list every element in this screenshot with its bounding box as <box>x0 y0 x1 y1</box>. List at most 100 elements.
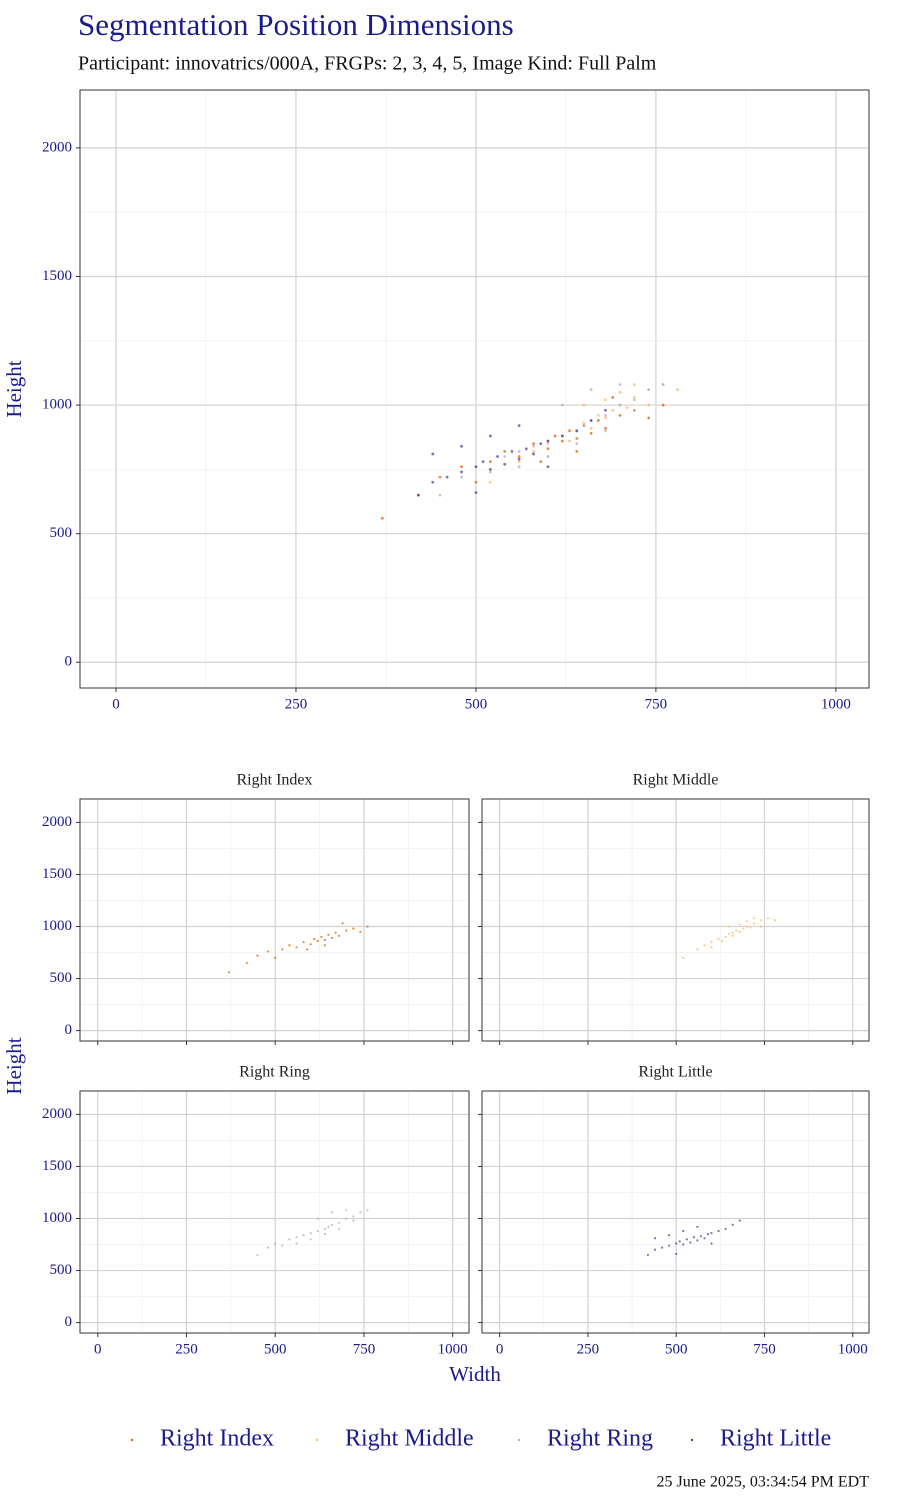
point <box>604 398 607 402</box>
y-tick-label: 2000 <box>42 139 72 155</box>
point <box>596 419 600 422</box>
point <box>316 939 319 943</box>
x-tick-label: 0 <box>112 696 120 712</box>
point <box>474 491 478 494</box>
point <box>503 455 507 458</box>
point <box>703 944 706 947</box>
x-axis-label: Width <box>449 1362 501 1386</box>
point <box>323 938 326 942</box>
point <box>445 475 449 479</box>
point <box>352 927 355 930</box>
panel-border <box>79 798 470 1042</box>
x-tick-label: 750 <box>353 1341 376 1357</box>
chart-subtitle: Participant: innovatrics/000A, FRGPs: 2,… <box>78 53 657 75</box>
point <box>696 1225 699 1228</box>
point <box>553 434 557 438</box>
point <box>604 413 607 417</box>
point <box>274 1242 277 1245</box>
point <box>302 1234 305 1237</box>
point <box>706 1233 710 1236</box>
point <box>721 939 724 943</box>
point <box>604 429 607 433</box>
point <box>380 516 384 520</box>
caption: 25 June 2025, 03:34:54 PM EDT <box>657 1474 870 1491</box>
point <box>618 413 622 417</box>
point <box>646 1253 650 1257</box>
point <box>295 1236 298 1239</box>
point <box>742 927 745 930</box>
y-tick-label: 500 <box>50 525 73 541</box>
x-tick-label: 1000 <box>838 1341 868 1357</box>
point <box>460 444 463 448</box>
point <box>330 936 334 940</box>
point <box>288 1238 291 1241</box>
y-tick-label: 1500 <box>42 268 72 284</box>
point <box>532 444 535 448</box>
x-tick-label: 1000 <box>438 1341 468 1357</box>
point <box>309 943 312 946</box>
point <box>568 439 571 443</box>
point <box>738 930 741 933</box>
point <box>752 922 755 925</box>
point <box>632 383 636 386</box>
point <box>517 449 521 453</box>
x-tick-label: 0 <box>496 1341 504 1357</box>
point <box>460 465 463 469</box>
point <box>341 922 344 925</box>
point <box>692 1236 695 1239</box>
point <box>532 452 535 456</box>
point <box>267 950 270 953</box>
y-tick-label: 0 <box>65 654 73 670</box>
point <box>560 434 564 438</box>
point <box>510 449 514 453</box>
legend-key <box>517 1438 521 1442</box>
point <box>517 460 521 464</box>
point <box>575 429 579 433</box>
point <box>682 1243 685 1246</box>
point <box>560 439 564 443</box>
y-axis-label: Height <box>2 1037 26 1094</box>
point <box>539 460 543 464</box>
point <box>575 449 579 453</box>
point <box>431 452 435 456</box>
point <box>724 1227 727 1231</box>
point <box>323 1233 326 1236</box>
point <box>611 395 615 399</box>
y-tick-label: 1000 <box>42 918 72 934</box>
x-tick-label: 500 <box>465 696 488 712</box>
point <box>699 1235 703 1238</box>
point <box>281 1244 284 1247</box>
y-tick-label: 500 <box>50 970 73 986</box>
point <box>359 930 362 933</box>
x-tick-label: 0 <box>94 1341 102 1357</box>
legend-label: Right Middle <box>345 1426 474 1452</box>
point <box>532 449 535 453</box>
point <box>653 1248 657 1251</box>
point <box>589 426 593 430</box>
point <box>710 941 713 944</box>
point <box>438 493 442 497</box>
point <box>320 935 323 939</box>
point <box>759 925 763 928</box>
point <box>717 1229 720 1233</box>
facet-title: Right Middle <box>633 772 719 789</box>
x-tick-label: 500 <box>665 1341 688 1357</box>
point <box>647 403 651 407</box>
point <box>327 1225 330 1228</box>
point <box>660 1246 664 1249</box>
point <box>267 1246 270 1249</box>
point <box>524 447 528 451</box>
point <box>625 406 629 410</box>
point <box>532 442 535 446</box>
point <box>582 424 586 428</box>
point <box>717 937 720 941</box>
point <box>575 437 579 440</box>
point <box>546 439 550 443</box>
point <box>295 946 298 949</box>
point <box>618 390 622 394</box>
point <box>345 1217 348 1220</box>
point <box>738 1219 741 1222</box>
point <box>731 931 734 934</box>
point <box>731 1223 734 1226</box>
